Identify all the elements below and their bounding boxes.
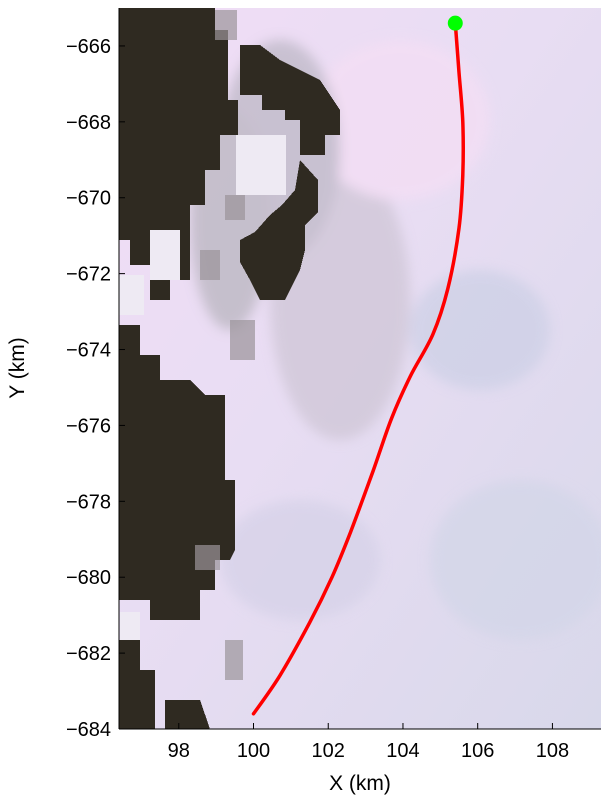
y-tick-label: −676 xyxy=(66,415,111,437)
x-axis-label: X (km) xyxy=(329,772,391,795)
x-tick-label: 104 xyxy=(386,740,419,762)
x-tick-label: 98 xyxy=(168,740,190,762)
x-tick-label: 102 xyxy=(312,740,345,762)
y-tick-label: −668 xyxy=(66,112,111,134)
y-tick-label: −678 xyxy=(66,491,111,513)
y-tick-label: −672 xyxy=(66,264,111,286)
satellite-background xyxy=(119,8,601,729)
x-tick-label: 100 xyxy=(237,740,270,762)
y-tick-label: −670 xyxy=(66,188,111,210)
y-tick-label: −680 xyxy=(66,567,111,589)
y-tick-label: −684 xyxy=(66,719,111,741)
x-axis: 98 100 102 104 106 108 xyxy=(168,723,569,762)
y-tick-label: −674 xyxy=(66,340,111,362)
y-tick-label: −682 xyxy=(66,643,111,665)
x-tick-label: 106 xyxy=(461,740,494,762)
y-axis: −666 −668 −670 −672 −674 −676 −678 −680 −682 −684 xyxy=(66,36,125,741)
axes xyxy=(118,8,601,730)
y-axis-label: Y (km) xyxy=(6,337,29,398)
y-tick-label: −666 xyxy=(66,36,111,58)
x-tick-label: 108 xyxy=(536,740,569,762)
data-layer xyxy=(251,15,465,716)
start-point-marker xyxy=(447,15,463,31)
track-line xyxy=(251,21,465,716)
